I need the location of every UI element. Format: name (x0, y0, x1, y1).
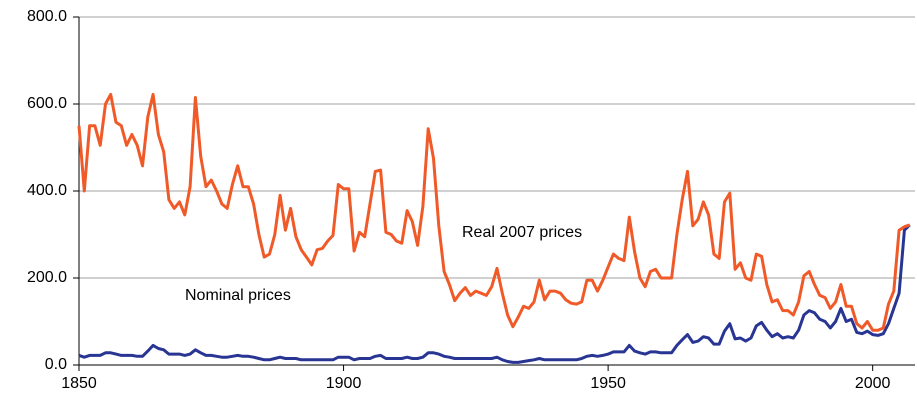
y-tick-label: 0.0 (45, 356, 67, 373)
x-tick-label: 1950 (590, 375, 626, 392)
x-tick-label: 2000 (855, 375, 891, 392)
y-tick-label: 800.0 (27, 8, 67, 25)
series-line (78, 223, 911, 364)
x-tick-label: 1900 (326, 375, 362, 392)
series-label: Real 2007 prices (462, 224, 582, 241)
y-tick-label: 400.0 (27, 182, 67, 199)
series-label: Nominal prices (185, 287, 291, 304)
series-line (77, 92, 911, 332)
y-tick-label: 200.0 (27, 269, 67, 286)
x-tick-label: 1850 (61, 375, 97, 392)
y-tick-label: 600.0 (27, 95, 67, 112)
